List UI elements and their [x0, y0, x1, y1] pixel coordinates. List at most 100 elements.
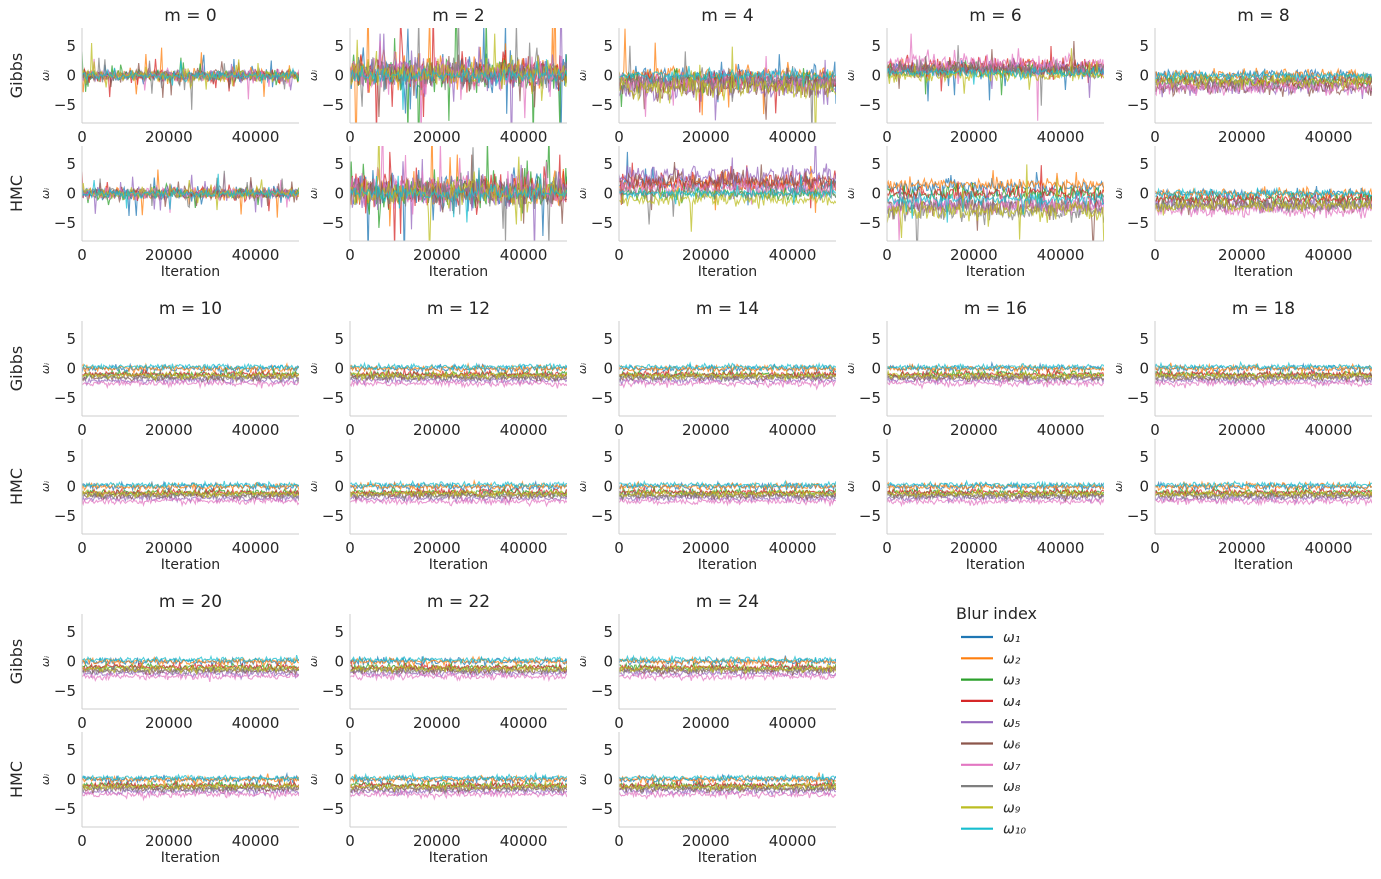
y-tick-label: −5 — [591, 682, 613, 700]
trace-omega-10 — [619, 479, 836, 491]
row-label-hmc: HMC — [7, 175, 26, 212]
x-tick-label: 0 — [345, 539, 355, 557]
y-axis-label: ωᵢ — [39, 481, 52, 492]
x-tick-label: 20000 — [413, 246, 461, 264]
x-tick-label: 0 — [882, 539, 892, 557]
x-tick-label: 40000 — [232, 539, 280, 557]
trace-omega-10 — [1155, 480, 1372, 491]
y-tick-label: −5 — [591, 96, 613, 114]
trace-lines — [82, 654, 299, 683]
y-tick-label: 0 — [1139, 67, 1149, 85]
legend-item-omega-5: ω₅ — [961, 715, 1021, 731]
legend-item-omega-10: ω₁₀ — [961, 822, 1026, 838]
trace-omega-9 — [619, 46, 836, 123]
y-tick-label: 0 — [871, 478, 881, 496]
panel-title: m = 10 — [159, 299, 222, 319]
x-tick-label: 20000 — [413, 421, 461, 439]
y-tick-label: −5 — [322, 507, 344, 525]
trace-omega-10 — [887, 479, 1104, 491]
y-tick-label: 5 — [66, 330, 76, 348]
y-axis-label: ωᵢ — [307, 188, 320, 199]
x-tick-label: 20000 — [1218, 246, 1266, 264]
y-tick-label: 5 — [871, 330, 881, 348]
legend-label: ω₇ — [1003, 758, 1021, 774]
y-axis-label: ωᵢ — [307, 363, 320, 374]
x-tick-label: 40000 — [232, 128, 280, 146]
x-tick-label: 40000 — [1037, 128, 1085, 146]
x-tick-label: 0 — [77, 832, 87, 850]
x-tick-label: 20000 — [950, 128, 998, 146]
trace-omega-10 — [887, 65, 1104, 85]
y-tick-label: 5 — [66, 623, 76, 641]
y-axis-label: ωᵢ — [1112, 363, 1125, 374]
x-tick-label: 40000 — [232, 421, 280, 439]
y-tick-label: 5 — [1139, 37, 1149, 55]
y-axis-label: ωᵢ — [39, 188, 52, 199]
trace-omega-4 — [887, 165, 1104, 213]
y-tick-label: 0 — [66, 478, 76, 496]
x-tick-label: 20000 — [950, 246, 998, 264]
trace-omega-7 — [887, 33, 1104, 121]
y-tick-label: −5 — [591, 800, 613, 818]
trace-lines — [887, 479, 1104, 508]
trace-omega-4 — [350, 779, 567, 793]
x-tick-label: 20000 — [145, 246, 193, 264]
trace-omega-9 — [1155, 369, 1372, 382]
trace-omega-9 — [1155, 196, 1372, 216]
x-tick-label: 20000 — [682, 832, 730, 850]
x-tick-label: 40000 — [232, 246, 280, 264]
trace-omega-8 — [350, 147, 567, 241]
y-tick-label: 5 — [603, 448, 613, 466]
trace-lines — [82, 42, 299, 110]
trace-lines — [350, 771, 567, 801]
y-tick-label: 5 — [871, 448, 881, 466]
y-tick-label: −5 — [1127, 214, 1149, 232]
trace-omega-5 — [619, 59, 836, 121]
trace-omega-10 — [619, 773, 836, 783]
x-tick-label: 0 — [345, 832, 355, 850]
trace-omega-2 — [887, 170, 1104, 201]
y-tick-label: 0 — [1139, 185, 1149, 203]
trace-omega-7 — [1155, 199, 1372, 220]
legend-label: ω₆ — [1003, 737, 1021, 753]
trace-omega-7 — [887, 377, 1104, 390]
row-label-hmc: HMC — [7, 468, 26, 505]
x-axis-label: Iteration — [966, 264, 1025, 280]
trace-omega-10 — [82, 60, 299, 86]
legend-item-omega-8: ω₈ — [961, 779, 1021, 795]
x-tick-label: 40000 — [1305, 421, 1353, 439]
trace-omega-9 — [619, 487, 836, 501]
x-axis-label: Iteration — [429, 264, 488, 280]
legend-label: ω₁₀ — [1003, 822, 1026, 838]
trace-omega-10 — [350, 167, 567, 223]
trace-omega-10 — [350, 361, 567, 373]
y-tick-label: −5 — [591, 389, 613, 407]
y-tick-label: 5 — [334, 623, 344, 641]
panel-title: m = 22 — [427, 592, 490, 612]
x-tick-label: 40000 — [500, 714, 548, 732]
x-axis-label: Iteration — [966, 557, 1025, 573]
x-axis-label: Iteration — [429, 557, 488, 573]
trace-omega-8 — [887, 45, 1104, 106]
trace-lines — [82, 771, 299, 802]
trace-omega-7 — [619, 177, 836, 205]
y-tick-label: 5 — [334, 448, 344, 466]
trace-omega-7 — [1155, 495, 1372, 507]
x-tick-label: 0 — [77, 421, 87, 439]
y-tick-label: 0 — [603, 67, 613, 85]
y-tick-label: 5 — [1139, 155, 1149, 173]
y-tick-label: 5 — [334, 37, 344, 55]
x-tick-label: 20000 — [950, 421, 998, 439]
trace-omega-9 — [82, 662, 299, 676]
x-tick-label: 40000 — [232, 714, 280, 732]
trace-omega-8 — [1155, 197, 1372, 213]
y-axis-label: ωᵢ — [39, 70, 52, 81]
x-tick-label: 0 — [77, 246, 87, 264]
